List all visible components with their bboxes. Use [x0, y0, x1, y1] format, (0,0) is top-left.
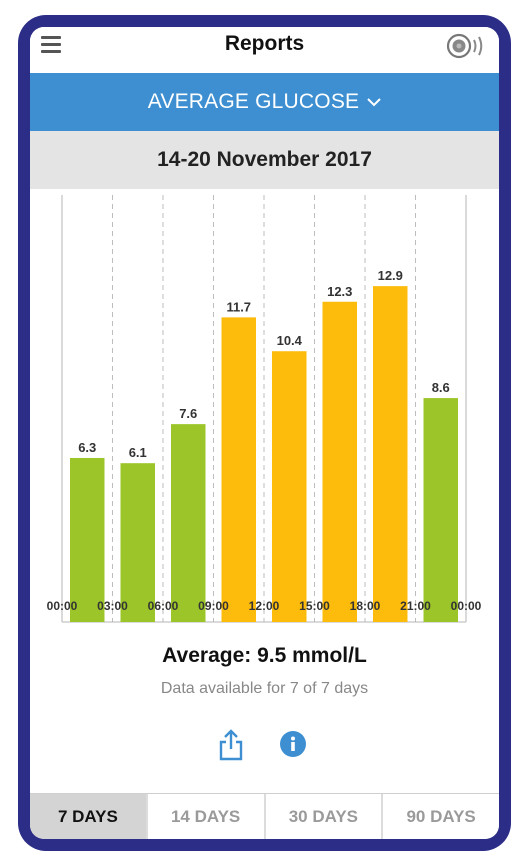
x-tick-label: 06:00	[147, 599, 179, 613]
x-tick-label: 12:00	[248, 599, 280, 613]
app-screen: Reports AVERAGE GLUCOSE 14-20 November 2…	[30, 27, 499, 839]
x-tick-label: 00:00	[46, 599, 78, 613]
period-tabs: 7 DAYS 14 DAYS 30 DAYS 90 DAYS	[30, 793, 499, 839]
app-header: Reports	[30, 27, 499, 73]
x-tick-label: 21:00	[400, 599, 431, 613]
x-tick-label: 18:00	[349, 599, 381, 613]
bar-2100	[423, 398, 458, 622]
bar-0600	[171, 424, 206, 622]
bar-value-label: 12.9	[378, 268, 403, 283]
bar-1200	[272, 351, 307, 622]
bar-value-label: 8.6	[432, 380, 450, 395]
page-title: Reports	[224, 32, 305, 55]
sensor-scan-icon[interactable]	[446, 33, 486, 59]
bar-value-label: 6.1	[129, 445, 147, 460]
bar-value-label: 6.3	[78, 440, 96, 455]
x-tick-label: 00:00	[450, 599, 482, 613]
bar-value-label: 10.4	[277, 333, 303, 348]
bar-0000	[70, 457, 105, 622]
tab-7-days[interactable]: 7 DAYS	[30, 794, 146, 839]
average-glucose-chart: 6.3 6.1 7.6 11.7 10.4 12.3 12.9 8.6	[61, 195, 467, 623]
date-range: 14-20 November 2017	[30, 131, 499, 189]
bar-1800	[373, 286, 408, 622]
bar-1500	[322, 301, 357, 622]
x-tick-label: 03:00	[97, 599, 128, 613]
info-icon[interactable]	[280, 731, 306, 757]
chevron-down-icon	[367, 98, 381, 107]
tab-30-days[interactable]: 30 DAYS	[263, 794, 382, 839]
bar-value-label: 11.7	[226, 299, 251, 314]
tab-14-days[interactable]: 14 DAYS	[145, 794, 264, 839]
bar-value-label: 12.3	[327, 284, 352, 299]
bar-0300	[120, 463, 155, 622]
bar-value-label: 7.6	[179, 406, 197, 421]
average-glucose-value: Average: 9.5 mmol/L	[162, 644, 367, 667]
x-tick-label: 09:00	[198, 599, 229, 613]
report-type-selector[interactable]: AVERAGE GLUCOSE	[30, 73, 499, 131]
report-type-label: AVERAGE GLUCOSE	[147, 90, 360, 113]
data-availability: Data available for 7 of 7 days	[160, 680, 369, 697]
x-tick-label: 15:00	[299, 599, 330, 613]
tab-90-days[interactable]: 90 DAYS	[381, 794, 499, 839]
bar-0900	[221, 317, 256, 622]
share-icon[interactable]	[218, 729, 244, 761]
hamburger-menu-icon[interactable]	[41, 36, 61, 53]
